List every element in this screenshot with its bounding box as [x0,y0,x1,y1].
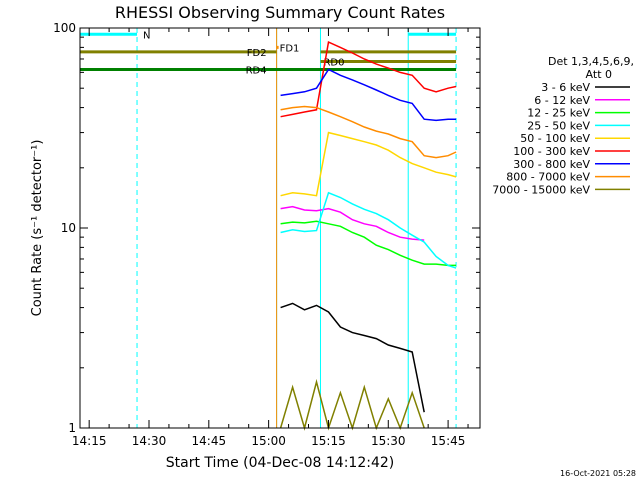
flag-label-rd0: RD0 [323,57,344,68]
flag-label-fd1: FD1 [280,43,300,54]
y-tick-label: 1 [68,421,76,435]
legend-label-2: 12 - 25 keV [527,107,590,120]
x-tick-label: 15:45 [431,434,466,448]
series-line-0 [280,302,425,413]
series-line-8 [279,378,425,431]
series-line-5 [280,41,457,118]
series-line-1 [280,205,425,241]
series-line-6 [280,68,457,122]
x-tick-label: 14:30 [132,434,167,448]
x-tick-label: 14:45 [192,434,227,448]
y-tick-label: 10 [61,221,76,235]
y-tick-label: 100 [53,21,76,35]
chart-title: RHESSI Observing Summary Count Rates [115,3,445,22]
series-line-2 [280,220,457,267]
y-axis-label: Count Rate (s⁻¹ detector⁻¹) [30,140,45,317]
x-tick-label: 15:15 [311,434,346,448]
x-tick-label: 15:30 [371,434,406,448]
x-tick-label: 14:15 [72,434,107,448]
flag-label-fd2: FD2 [247,48,267,59]
series-line-4 [280,131,457,197]
legend-header-line-1: Det 1,3,4,5,6,9, [548,55,634,68]
plot-area: N FD1 FD2 RD0 RD4 [79,28,457,431]
legend-label-7: 800 - 7000 keV [506,171,590,184]
generation-timestamp: 16-Oct-2021 05:28 [560,469,636,478]
legend-header-line-2: Att 0 [586,68,612,81]
legend-label-5: 100 - 300 keV [513,145,590,158]
x-axis-label: Start Time (04-Dec-08 14:12:42) [166,455,394,471]
series-line-7 [280,105,457,159]
axes: 1 10 100 14:15 14:30 14:45 15:00 15:15 15:30 15:4… [53,21,481,448]
flag-label-rd4: RD4 [246,66,267,77]
legend-label-0: 3 - 6 keV [541,81,590,94]
legend-label-4: 50 - 100 keV [520,132,590,145]
plot-frame [79,27,481,429]
legend-label-3: 25 - 50 keV [527,119,590,132]
legend-label-6: 300 - 800 keV [513,158,590,171]
series-line-3 [280,191,457,269]
x-tick-label: 15:00 [251,434,286,448]
flag-label-n: N [143,30,150,41]
legend-label-8: 7000 - 15000 keV [492,183,590,196]
legend-label-1: 6 - 12 keV [534,94,590,107]
